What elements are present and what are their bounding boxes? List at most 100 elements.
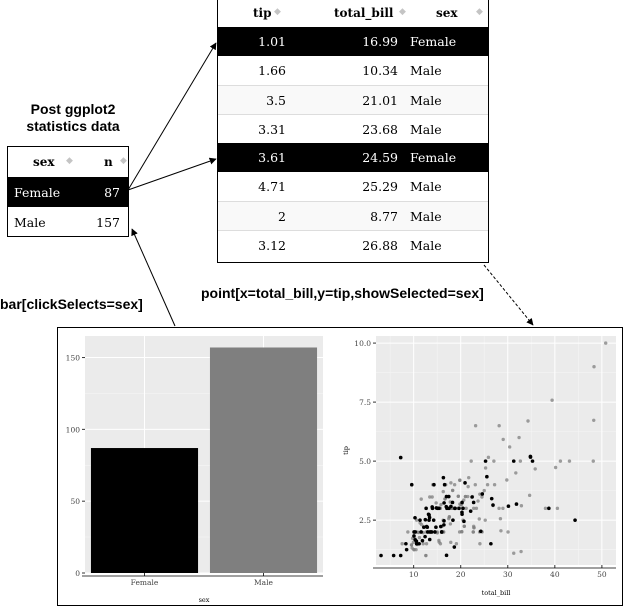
scatter-point-male [478, 542, 482, 546]
scatter-point-male [452, 483, 457, 487]
scatter-point-male [450, 488, 455, 493]
scatter-point-male [421, 542, 425, 546]
scatter-point-male [485, 483, 490, 487]
scatter-point-female [429, 530, 434, 534]
summary-table: sex ◆ n ◆ Female 87 Male 157 [7, 146, 129, 237]
scatter-point-female [489, 541, 493, 546]
scatter-point-male [533, 467, 537, 471]
table-row[interactable]: 3.5 21.01 Male [218, 85, 488, 115]
scatter-point-female [442, 523, 446, 527]
scatter-point-male [473, 424, 478, 428]
arrow-to-female-row-2 [127, 157, 217, 191]
table-row[interactable]: 3.61 24.59 Female [218, 143, 488, 172]
summary-header-sex[interactable]: sex [33, 155, 55, 169]
scatter-point-female [439, 530, 444, 534]
bar-y-tick-label: 0 [75, 569, 80, 578]
scatter-point-female [483, 459, 488, 463]
table-cell-sex: Female [410, 150, 457, 165]
scatter-point-female [506, 504, 511, 509]
table-row[interactable]: 1.01 16.99 Female [218, 27, 488, 56]
arrow-to-female-row-1 [127, 42, 217, 191]
sort-icon[interactable]: ◆ [120, 156, 127, 166]
scatter-point-male [482, 488, 486, 493]
arrow-table-to-scatter [483, 264, 534, 326]
table-cell-total-bill: 8.77 [370, 209, 398, 224]
summary-row-male[interactable]: Male 157 [8, 207, 128, 236]
bar-male[interactable] [209, 347, 318, 573]
scatter-point-male [514, 471, 518, 475]
table-row[interactable]: 3.31 23.68 Male [218, 114, 488, 144]
scatter-point-male [454, 542, 459, 546]
scatter-point-female [412, 534, 416, 538]
scatter-point-male [417, 535, 422, 540]
table-cell-tip: 3.61 [258, 150, 286, 165]
table-row[interactable]: 4.71 25.29 Male [218, 172, 488, 201]
scatter-point-male [492, 459, 496, 463]
scatter-point-male [456, 494, 461, 498]
scatter-point-male [409, 543, 414, 547]
table-cell-total-bill: 26.88 [362, 238, 398, 253]
scatter-y-tick-label: 7.5 [359, 398, 371, 407]
scatter-point-female [468, 509, 473, 513]
scatter-point-female [432, 482, 436, 487]
data-header-tip[interactable]: tip [253, 6, 272, 20]
scatter-point-female [453, 506, 457, 511]
table-row[interactable]: 1.66 10.34 Male [218, 56, 488, 85]
scatter-point-female [449, 504, 453, 509]
scatter-point-female [547, 506, 551, 511]
scatter-point-female [530, 459, 535, 463]
bar-x-tick-label: Female [131, 578, 159, 587]
scatter-point-female [409, 482, 414, 487]
scatter-point-male [603, 341, 608, 345]
scatter-point-male [449, 540, 453, 545]
table-cell-total-bill: 23.68 [362, 122, 398, 137]
scatter-point-male [424, 553, 428, 558]
scatter-point-male [438, 542, 443, 546]
scatter-x-axis-title: total_bill [482, 589, 511, 597]
summary-cell-n: 87 [104, 184, 120, 200]
scatter-point-female [491, 503, 495, 507]
scatter-y-tick-label: 10.0 [354, 339, 371, 348]
summary-header-n[interactable]: n [104, 155, 113, 169]
scatter-point-female [422, 525, 426, 530]
scatter-point-male [474, 506, 479, 511]
scatter-point-male [472, 525, 476, 530]
scatter-point-male [567, 459, 572, 463]
bar-y-tick-label: 50 [70, 497, 80, 506]
scatter-point-male [501, 437, 505, 442]
summary-row-female[interactable]: Female 87 [8, 177, 128, 207]
sort-icon[interactable]: ◆ [476, 7, 483, 17]
scatter-point-male [518, 459, 523, 463]
scatter-point-male [441, 489, 445, 494]
scatter-point-female [470, 495, 474, 499]
scatter-point-male [424, 542, 429, 546]
scatter-point-female [413, 515, 417, 520]
post-stats-caption-line2: statistics data [26, 118, 120, 134]
scatter-point-female [442, 519, 446, 523]
scatter-point-male [555, 506, 560, 511]
scatter-x-tick-label: 40 [550, 570, 560, 579]
scatter-point-female [418, 518, 422, 522]
data-header-total-bill[interactable]: total_bill [334, 6, 394, 20]
sort-icon[interactable]: ◆ [66, 156, 73, 166]
scatter-x-tick-label: 50 [597, 570, 607, 579]
table-row[interactable]: 3.12 26.88 Male [218, 230, 488, 260]
scatter-point-female [434, 525, 438, 530]
scatter-point-female [398, 455, 403, 460]
scatter-point-male [512, 551, 516, 555]
bar-y-tick-label: 100 [66, 425, 81, 434]
summary-table-header: sex ◆ n ◆ [8, 147, 128, 177]
post-stats-caption: Post ggplot2 statistics data [18, 101, 128, 135]
table-cell-sex: Male [410, 238, 442, 253]
scatter-point-female [427, 515, 432, 520]
sort-icon[interactable]: ◆ [399, 7, 406, 17]
scatter-point-female [413, 530, 418, 534]
table-row[interactable]: 2 8.77 Male [218, 201, 488, 231]
sort-icon[interactable]: ◆ [274, 7, 281, 17]
bar-spec-caption: bar[clickSelects=sex] [0, 296, 143, 312]
scatter-point-female [442, 482, 447, 487]
scatter-point-female [452, 545, 457, 549]
data-header-sex[interactable]: sex [436, 6, 458, 20]
table-cell-total-bill: 21.01 [362, 93, 398, 108]
bar-female[interactable] [90, 448, 199, 573]
